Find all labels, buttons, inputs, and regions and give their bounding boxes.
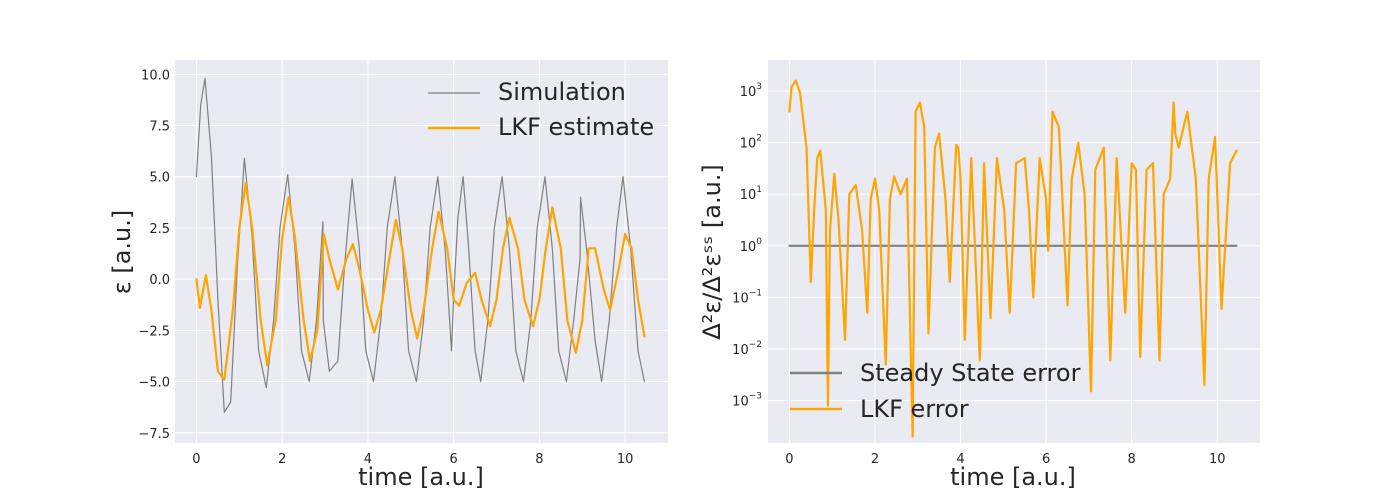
right-y-tick-label: 102	[740, 134, 762, 152]
right-series-lkf-error-line	[788, 79, 1238, 438]
left-y-tick-label: 0.0	[149, 273, 170, 288]
right-x-axis-label: time [a.u.]	[950, 463, 1076, 491]
right-plot-area	[768, 60, 1260, 443]
left-x-tick-label: 6	[450, 452, 458, 467]
left-x-tick-label: 4	[364, 452, 372, 467]
left-y-tick-label: 7.5	[149, 120, 170, 135]
right-y-tick-label: 100	[740, 237, 763, 255]
right-series	[788, 79, 1238, 438]
right-y-tick-label: 10−2	[732, 340, 762, 358]
right-y-tick-label: 10−3	[732, 392, 762, 410]
left-y-tick-label: −2.5	[138, 324, 170, 339]
left-x-tick-label: 10	[617, 452, 634, 467]
left-chart: 0 2 4 6 8 10 −7.5 −5.0 −2.5 0.0 2.5 5.0 7.5 10.0 tim…	[108, 60, 668, 491]
left-series	[195, 77, 646, 413]
right-x-ticks: 0 2 4 6 8 10	[785, 452, 1225, 467]
legend-label-simulation: Simulation	[498, 78, 626, 106]
legend-label-lkf-estimate: LKF estimate	[498, 113, 654, 141]
left-y-tick-label: −5.0	[138, 376, 170, 391]
right-y-tick-label: 10−1	[732, 288, 762, 306]
right-x-tick-label: 10	[1209, 452, 1226, 467]
left-plot-area	[175, 60, 668, 443]
left-y-tick-label: 2.5	[149, 222, 170, 237]
left-y-tick-label: 10.0	[141, 68, 170, 83]
legend-label-steady-state-error: Steady State error	[860, 359, 1081, 387]
left-y-tick-label: 5.0	[149, 171, 170, 186]
right-x-tick-label: 2	[871, 452, 879, 467]
left-x-axis-label: time [a.u.]	[358, 463, 484, 491]
right-x-tick-label: 4	[956, 452, 964, 467]
left-x-tick-label: 0	[192, 452, 200, 467]
right-x-tick-label: 8	[1128, 452, 1136, 467]
right-y-ticks: 10−3 10−2 10−1 100 101 102 103	[732, 82, 762, 409]
left-y-ticks: −7.5 −5.0 −2.5 0.0 2.5 5.0 7.5 10.0	[138, 68, 170, 441]
left-x-tick-label: 2	[278, 452, 286, 467]
left-series-lkf-estimate-line	[195, 181, 646, 381]
legend-label-lkf-error: LKF error	[860, 395, 969, 423]
right-chart: 0 2 4 6 8 10 10−3 10−2 10−1 100 101 102 103 time [a…	[698, 60, 1260, 491]
right-y-axis-label: Δ²ε/Δ²εˢˢ [a.u.]	[698, 164, 726, 340]
right-legend: Steady State error LKF error	[790, 359, 1081, 423]
right-y-tick-label: 101	[740, 185, 762, 203]
right-x-tick-label: 0	[785, 452, 793, 467]
left-x-tick-label: 8	[535, 452, 543, 467]
left-x-ticks: 0 2 4 6 8 10	[192, 452, 633, 467]
right-x-tick-label: 6	[1042, 452, 1050, 467]
left-y-axis-label: ε [a.u.]	[108, 210, 136, 295]
right-y-tick-label: 103	[740, 82, 762, 100]
left-y-tick-label: −7.5	[138, 427, 170, 442]
left-legend: Simulation LKF estimate	[428, 78, 654, 141]
